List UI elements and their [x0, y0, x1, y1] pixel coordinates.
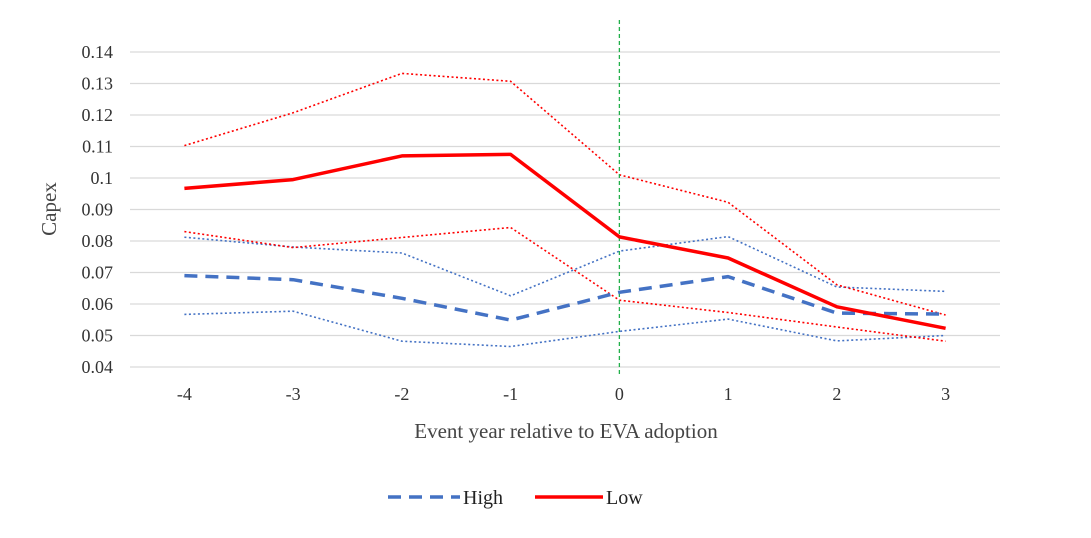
y-tick-label: 0.08: [82, 231, 114, 251]
y-axis-title: Capex: [37, 182, 61, 236]
series-line-low: [184, 152, 946, 331]
x-tick-label: 1: [724, 384, 733, 404]
y-tick-label: 0.14: [82, 42, 114, 62]
series-lines: [184, 152, 946, 331]
x-axis-title: Event year relative to EVA adoption: [414, 419, 718, 443]
grid-lines: [130, 51, 1000, 368]
x-tick-label: 2: [832, 384, 841, 404]
y-tick-label: 0.11: [82, 137, 113, 157]
legend: High Low: [388, 487, 643, 509]
series-line-high: [184, 273, 946, 322]
y-tick-label: 0.07: [82, 263, 114, 283]
legend-label-low: Low: [606, 487, 643, 509]
y-tick-label: 0.05: [82, 326, 114, 346]
y-tick-label: 0.09: [82, 200, 114, 220]
confidence-bands: [184, 72, 946, 348]
x-tick-label: -4: [177, 384, 192, 404]
y-tick-label: 0.06: [82, 294, 114, 314]
y-tick-label: 0.12: [82, 105, 114, 125]
y-tick-label: 0.1: [91, 168, 114, 188]
x-tick-label: -2: [394, 384, 409, 404]
x-axis-tick-labels: -4 -3 -2 -1 0 1 2 3: [177, 384, 950, 404]
legend-label-high: High: [463, 487, 503, 509]
y-tick-label: 0.13: [82, 74, 114, 94]
y-tick-label: 0.04: [82, 357, 114, 377]
confidence-band-upper-line: [184, 72, 946, 316]
confidence-band-lower-line: [184, 310, 946, 348]
x-tick-label: 0: [615, 384, 624, 404]
x-tick-label: 3: [941, 384, 950, 404]
y-axis-tick-labels: 0.04 0.05 0.06 0.07 0.08 0.09 0.1 0.11 0.12 0.13 0…: [82, 42, 114, 377]
x-tick-label: -3: [286, 384, 301, 404]
x-tick-label: -1: [503, 384, 518, 404]
confidence-band-upper-line: [184, 235, 946, 297]
